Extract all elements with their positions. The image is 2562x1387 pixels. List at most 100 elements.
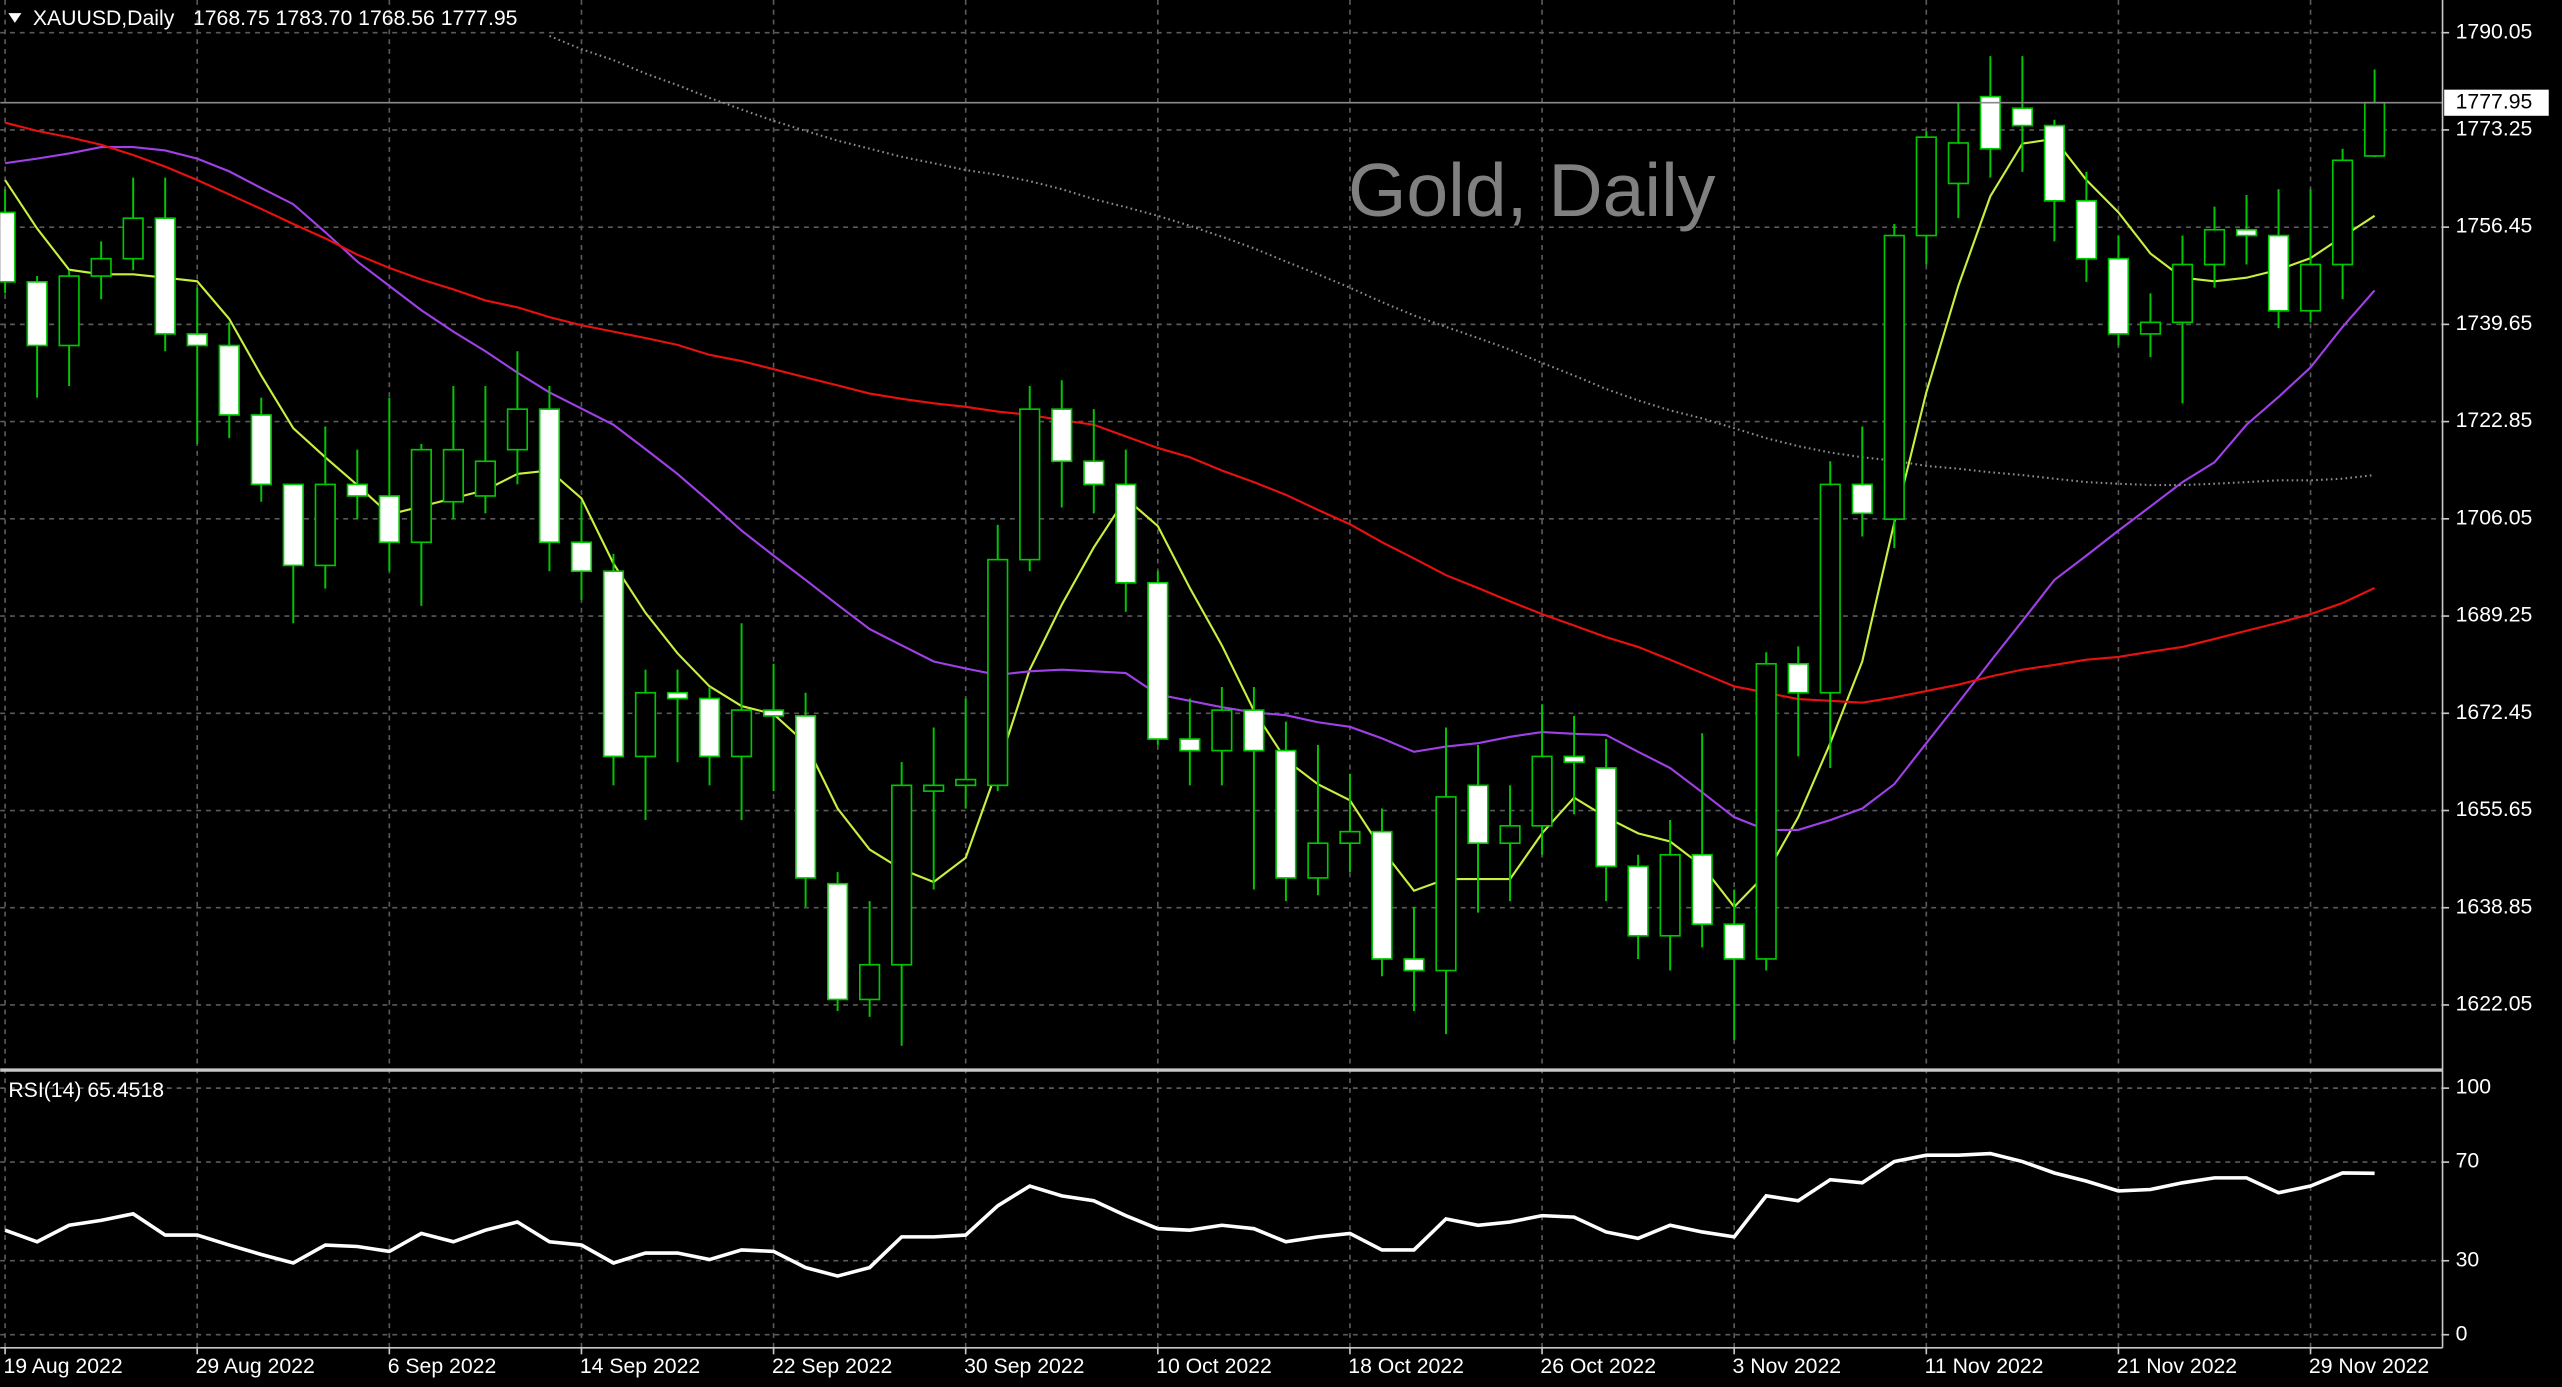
- candle-body: [186, 333, 208, 347]
- candle-body: [122, 217, 144, 260]
- candle-body: [1147, 581, 1169, 740]
- y-tick-label: 1622.05: [2456, 993, 2533, 1016]
- y-tick-label: 70: [2456, 1150, 2480, 1173]
- candle-body: [506, 408, 529, 451]
- y-tick-label: 1773.25: [2456, 118, 2533, 141]
- candle-body: [2075, 200, 2098, 260]
- candle-body: [923, 784, 945, 792]
- candle-body: [26, 281, 48, 347]
- candle-body: [1243, 709, 1265, 752]
- candle-body: [634, 691, 657, 758]
- candle-body: [1051, 408, 1073, 463]
- candle-body: [2171, 263, 2194, 324]
- candle-body: [218, 344, 240, 416]
- candle-body: [282, 483, 304, 567]
- y-tick-label: 1739.65: [2456, 312, 2533, 335]
- candle-body: [987, 558, 1009, 787]
- candle-body: [826, 882, 849, 1001]
- candle-body: [90, 257, 112, 277]
- rsi-line: [4, 1151, 2375, 1278]
- candle-body: [794, 715, 817, 879]
- x-tick-label: 10 Oct 2022: [1156, 1355, 1272, 1378]
- candle-body: [1211, 709, 1233, 752]
- y-tick-label: 1790.05: [2456, 20, 2533, 43]
- candle-body: [1115, 483, 1137, 584]
- current-price-label: 1777.95: [2456, 90, 2533, 113]
- x-tick-label: 22 Sep 2022: [772, 1355, 892, 1378]
- candle-body: [859, 963, 881, 1001]
- candle-body: [1307, 842, 1329, 879]
- candle-body: [2299, 263, 2322, 312]
- candle-body: [1179, 738, 1201, 752]
- candle-body: [474, 460, 497, 497]
- x-tick-label: 3 Nov 2022: [1733, 1355, 1842, 1378]
- candle-body: [58, 275, 80, 347]
- candle-body: [1659, 853, 1681, 937]
- y-tick-label: 1706.05: [2456, 506, 2533, 529]
- candle-body: [730, 709, 753, 758]
- candle-body: [1787, 662, 1809, 694]
- candle-body: [666, 691, 689, 700]
- x-tick-label: 11 Nov 2022: [1925, 1355, 2044, 1378]
- candle-body: [2203, 228, 2226, 266]
- y-tick-label: 1638.85: [2456, 895, 2533, 918]
- candle-body: [378, 495, 400, 544]
- candle-body: [1627, 865, 1649, 937]
- x-tick-label: 14 Sep 2022: [580, 1355, 700, 1378]
- ohlc-label: 1768.75 1783.70 1768.56 1777.95: [193, 7, 518, 30]
- candle-body: [570, 541, 593, 573]
- candle-body: [2267, 234, 2290, 312]
- y-tick-label: 1672.45: [2456, 701, 2533, 724]
- candle-body: [2235, 228, 2258, 237]
- candle-body: [2139, 321, 2162, 335]
- candle-body: [698, 697, 721, 758]
- candle-body: [1947, 142, 1969, 185]
- candle-body: [314, 483, 336, 567]
- candle-body: [1755, 662, 1777, 960]
- watermark: Gold, Daily: [1348, 148, 1716, 232]
- candle-body: [1403, 958, 1425, 972]
- candle-body: [1915, 136, 1937, 237]
- x-tick-label: 18 Oct 2022: [1348, 1355, 1464, 1378]
- candle-body: [1563, 755, 1585, 763]
- moving-average: [4, 137, 2376, 909]
- candle-body: [2043, 124, 2066, 202]
- x-tick-label: 29 Nov 2022: [2309, 1355, 2429, 1378]
- y-tick-label: 1655.65: [2456, 798, 2533, 821]
- candle-body: [1979, 95, 2001, 150]
- candle-body: [538, 408, 561, 544]
- candle-body: [1723, 923, 1745, 960]
- candle-body: [1531, 755, 1553, 827]
- x-tick-label: 19 Aug 2022: [3, 1355, 122, 1378]
- candle-body: [1435, 796, 1457, 972]
- candle-body: [1499, 825, 1521, 845]
- candle-body: [346, 483, 368, 497]
- candle-body: [0, 211, 16, 283]
- y-tick-label: 30: [2456, 1248, 2480, 1271]
- x-tick-label: 6 Sep 2022: [388, 1355, 497, 1378]
- candle-body: [250, 414, 272, 486]
- candle-body: [1019, 408, 1041, 561]
- x-tick-label: 30 Sep 2022: [964, 1355, 1084, 1378]
- y-tick-label: 100: [2456, 1076, 2491, 1099]
- menu-arrow[interactable]: [8, 13, 22, 23]
- candle-body: [410, 448, 432, 544]
- rsi-label: RSI(14) 65.4518: [8, 1079, 164, 1102]
- candle-body: [2107, 257, 2130, 335]
- candle-body: [1467, 784, 1489, 845]
- x-tick-label: 26 Oct 2022: [1540, 1355, 1656, 1378]
- candle-body: [1819, 483, 1841, 694]
- y-tick-label: 1756.45: [2456, 215, 2533, 238]
- y-tick-label: 0: [2456, 1322, 2468, 1345]
- candle-body: [2331, 159, 2354, 266]
- candle-body: [762, 709, 785, 717]
- candle-body: [955, 778, 977, 787]
- candle-body: [1691, 853, 1713, 926]
- moving-average: [549, 34, 2375, 487]
- candle-body: [1339, 830, 1361, 845]
- candle-body: [891, 784, 913, 966]
- candle-body: [602, 570, 625, 758]
- candle-body: [1275, 749, 1297, 879]
